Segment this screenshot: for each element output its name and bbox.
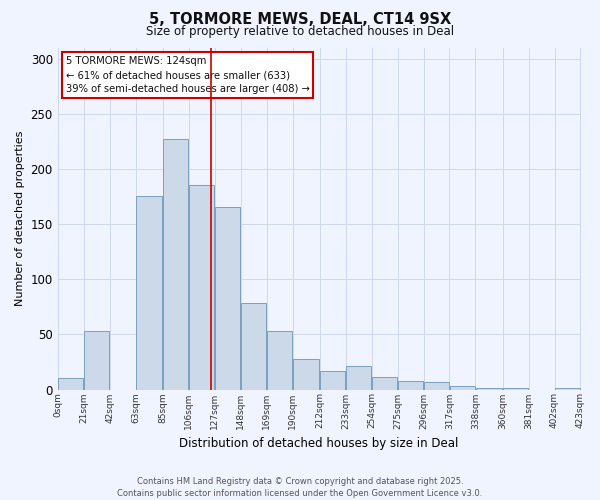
Bar bbox=[476, 388, 502, 390]
Bar bbox=[241, 304, 266, 390]
Bar bbox=[555, 388, 580, 390]
Text: 5, TORMORE MEWS, DEAL, CT14 9SX: 5, TORMORE MEWS, DEAL, CT14 9SX bbox=[149, 12, 451, 28]
Bar bbox=[372, 378, 397, 390]
Bar bbox=[267, 331, 292, 390]
Bar bbox=[58, 378, 83, 390]
Bar bbox=[189, 186, 214, 390]
Text: Contains HM Land Registry data © Crown copyright and database right 2025.
Contai: Contains HM Land Registry data © Crown c… bbox=[118, 476, 482, 498]
Bar bbox=[163, 139, 188, 390]
Bar bbox=[398, 380, 423, 390]
Text: 5 TORMORE MEWS: 124sqm
← 61% of detached houses are smaller (633)
39% of semi-de: 5 TORMORE MEWS: 124sqm ← 61% of detached… bbox=[65, 56, 310, 94]
Bar bbox=[503, 388, 528, 390]
Bar bbox=[293, 358, 319, 390]
Bar bbox=[136, 196, 163, 390]
Bar bbox=[215, 208, 240, 390]
Y-axis label: Number of detached properties: Number of detached properties bbox=[15, 131, 25, 306]
Bar bbox=[450, 386, 475, 390]
X-axis label: Distribution of detached houses by size in Deal: Distribution of detached houses by size … bbox=[179, 437, 459, 450]
Bar bbox=[320, 371, 346, 390]
Text: Size of property relative to detached houses in Deal: Size of property relative to detached ho… bbox=[146, 25, 454, 38]
Bar bbox=[346, 366, 371, 390]
Bar bbox=[84, 331, 109, 390]
Bar bbox=[424, 382, 449, 390]
